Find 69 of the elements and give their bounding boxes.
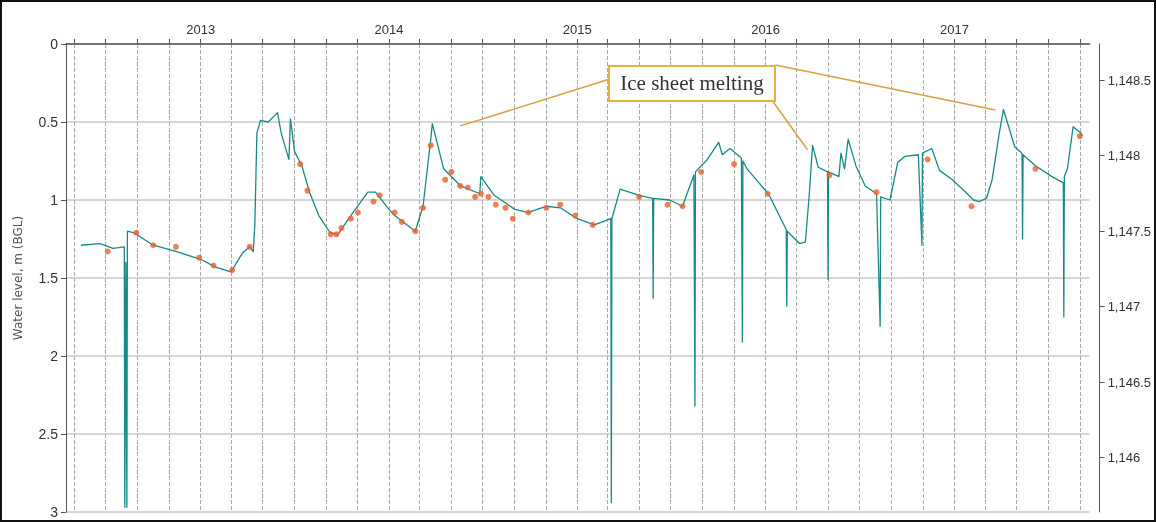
y2-tick-label: 1,148 (1107, 148, 1141, 164)
x-tick-label: 2014 (374, 22, 404, 37)
point (347, 215, 354, 222)
y2-tick-label: 1,146.5 (1107, 374, 1151, 390)
point (246, 243, 253, 250)
point (304, 187, 311, 194)
point (150, 242, 157, 249)
point (376, 192, 383, 199)
y-tick-label: 1.5 (38, 270, 59, 286)
point (442, 176, 449, 183)
point (636, 193, 643, 200)
y-tick-label: 0 (50, 36, 59, 52)
x-tick-label: 2016 (751, 22, 781, 37)
point (589, 221, 596, 228)
point (1032, 165, 1039, 172)
point (731, 161, 738, 168)
point (297, 161, 304, 168)
point (477, 190, 484, 197)
annotation: Ice sheet melting (608, 65, 776, 103)
point (355, 209, 362, 216)
point (370, 198, 377, 205)
line-series (80, 108, 1084, 508)
point (509, 215, 516, 222)
point (464, 184, 471, 191)
point (457, 182, 464, 189)
point (543, 204, 550, 211)
y-tick-label: 0.5 (38, 114, 59, 130)
y2-tick-label: 1,146 (1107, 450, 1141, 466)
point (557, 201, 564, 208)
point (104, 248, 111, 255)
y2-tick-label: 1,147 (1107, 299, 1141, 315)
point (764, 190, 771, 197)
y2-tick-label: 1,148.5 (1107, 72, 1151, 88)
x-tick-label: 2015 (562, 22, 592, 37)
point (924, 156, 931, 163)
point (492, 201, 499, 208)
point (172, 243, 179, 250)
point (664, 201, 671, 208)
point (412, 228, 419, 235)
y-tick-label: 2.5 (38, 426, 59, 442)
point (1076, 133, 1083, 140)
point (698, 168, 705, 175)
point (968, 203, 975, 210)
point (210, 262, 217, 269)
point (327, 231, 334, 238)
point (333, 231, 340, 238)
point (229, 267, 236, 274)
x-tick-label: 2017 (939, 22, 969, 37)
point (391, 209, 398, 216)
point (448, 168, 455, 175)
point (679, 203, 686, 210)
point (133, 229, 140, 236)
y-tick-label: 1 (50, 192, 59, 208)
point (420, 204, 427, 211)
y2-tick-label: 1,147.5 (1107, 223, 1151, 239)
point (472, 193, 479, 200)
point (485, 193, 492, 200)
point (502, 204, 509, 211)
y-axis-title: Water level, m (BGL) (11, 215, 25, 341)
x-tick-label: 2013 (186, 22, 216, 37)
point (196, 254, 203, 261)
point (398, 218, 405, 225)
point (826, 172, 833, 179)
point (338, 225, 345, 232)
point (873, 189, 880, 196)
point (427, 142, 434, 149)
y-tick-label: 3 (50, 504, 59, 520)
y-tick-label: 2 (50, 348, 59, 364)
point (572, 212, 579, 219)
